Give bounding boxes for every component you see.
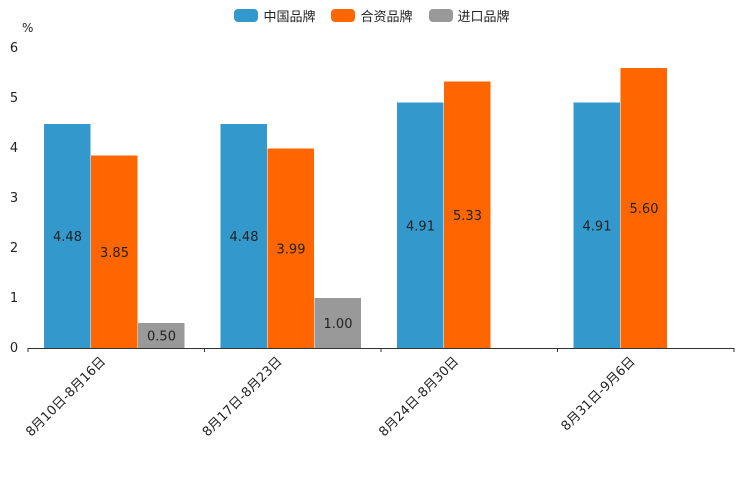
- bar: [620, 68, 667, 348]
- bar-data-label: 3.99: [277, 242, 306, 257]
- legend-swatch-joint-venture-brand: [331, 9, 356, 22]
- bar: [397, 102, 444, 348]
- legend-swatch-china-brand: [234, 9, 259, 22]
- bar: [573, 102, 620, 348]
- x-tick-label: 8月17日-8月23日: [200, 354, 286, 440]
- bar-data-label: 1.00: [324, 317, 353, 332]
- legend-label-imported-brand: 进口品牌: [457, 10, 510, 25]
- legend-item-china-brand[interactable]: 中国品牌: [234, 6, 315, 25]
- y-tick-label: 5: [10, 91, 18, 106]
- legend-item-joint-venture-brand[interactable]: 合资品牌: [331, 6, 413, 25]
- y-tick-label: 3: [10, 191, 18, 206]
- bar: [444, 81, 491, 348]
- y-tick-label: 1: [10, 291, 18, 306]
- bar-data-label: 4.91: [406, 219, 435, 234]
- x-tick-label: 8月24日-8月30日: [376, 354, 462, 440]
- y-tick-label: 0: [10, 341, 18, 356]
- legend-item-imported-brand[interactable]: 进口品牌: [428, 6, 510, 25]
- bar-data-label: 5.33: [453, 209, 482, 224]
- bar-data-label: 4.48: [53, 230, 82, 245]
- legend-swatch-imported-brand: [428, 9, 453, 22]
- legend-label-joint-venture-brand: 合资品牌: [360, 10, 413, 25]
- bar-data-label: 5.60: [630, 202, 659, 217]
- bar-data-label: 3.85: [100, 246, 129, 261]
- y-tick-label: 4: [10, 141, 18, 156]
- bar: [314, 298, 361, 348]
- y-tick-label: 6: [10, 41, 18, 56]
- bar: [91, 155, 138, 348]
- x-tick-label: 8月31日-9月6日: [559, 354, 639, 434]
- y-axis-unit-label: %: [22, 21, 34, 35]
- chart-legend: 中国品牌 合资品牌 进口品牌: [0, 6, 744, 25]
- bar-data-label: 0.50: [147, 330, 176, 345]
- x-tick-label: 8月10日-8月16日: [23, 354, 109, 440]
- bar: [267, 148, 314, 348]
- bar-data-label: 4.91: [583, 219, 612, 234]
- bar-data-label: 4.48: [230, 230, 259, 245]
- bar: [44, 124, 91, 348]
- bar: [138, 323, 185, 348]
- bar: [220, 124, 267, 348]
- y-tick-label: 2: [10, 241, 18, 256]
- legend-label-china-brand: 中国品牌: [263, 10, 316, 25]
